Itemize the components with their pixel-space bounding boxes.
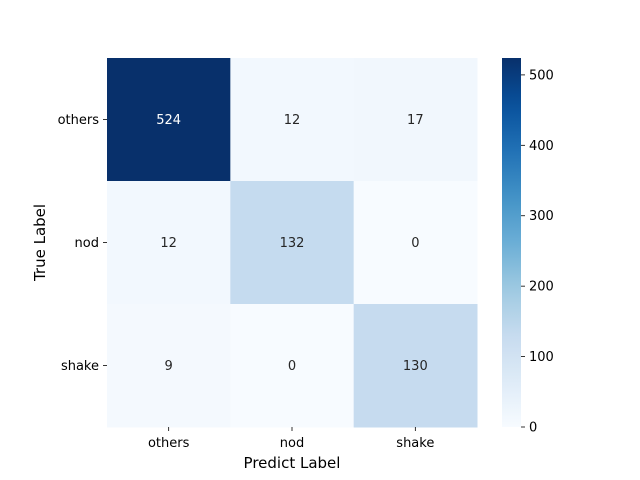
x-tick-label: others — [148, 436, 190, 451]
cell-others-shake — [353, 58, 478, 182]
colorbar-ticks: 0 100 200 300 400 500 — [521, 68, 554, 436]
cell-shake-others — [107, 304, 231, 428]
colorbar-tick-label: 100 — [529, 350, 554, 365]
x-axis-ticks: others nod shake — [148, 427, 434, 451]
cell-nod-nod — [230, 181, 355, 305]
cell-value-labels: 524 12 17 12 132 0 9 0 130 — [156, 113, 427, 374]
colorbar-tick-label: 0 — [529, 421, 537, 436]
cell-nod-shake — [353, 181, 478, 305]
y-tick-label: nod — [75, 236, 99, 251]
cell-value-label: 0 — [411, 236, 419, 251]
cell-shake-nod — [230, 304, 355, 428]
heatmap-cells — [107, 58, 478, 428]
colorbar-tick-label: 300 — [529, 209, 554, 224]
cell-others-others — [107, 58, 231, 182]
x-tick-label: shake — [396, 436, 434, 451]
cell-others-nod — [230, 58, 355, 182]
y-axis-ticks: others nod shake — [58, 113, 107, 374]
cell-nod-others — [107, 181, 231, 305]
cell-value-label: 524 — [156, 113, 181, 128]
colorbar — [502, 58, 521, 427]
x-tick-label: nod — [280, 436, 304, 451]
y-tick-label: shake — [61, 359, 99, 374]
cell-value-label: 132 — [280, 236, 305, 251]
cell-shake-shake — [353, 304, 478, 428]
cell-value-label: 9 — [165, 359, 173, 374]
y-tick-label: others — [58, 113, 100, 128]
colorbar-tick-label: 400 — [529, 139, 554, 154]
colorbar-tick-label: 500 — [529, 68, 554, 83]
cell-value-label: 130 — [403, 359, 428, 374]
cell-value-label: 17 — [407, 113, 424, 128]
x-axis-title: Predict Label — [244, 454, 341, 472]
y-axis-title: True Label — [31, 204, 49, 282]
colorbar-tick-label: 200 — [529, 280, 554, 295]
cell-value-label: 12 — [160, 236, 177, 251]
cell-value-label: 0 — [288, 359, 296, 374]
cell-value-label: 12 — [284, 113, 301, 128]
